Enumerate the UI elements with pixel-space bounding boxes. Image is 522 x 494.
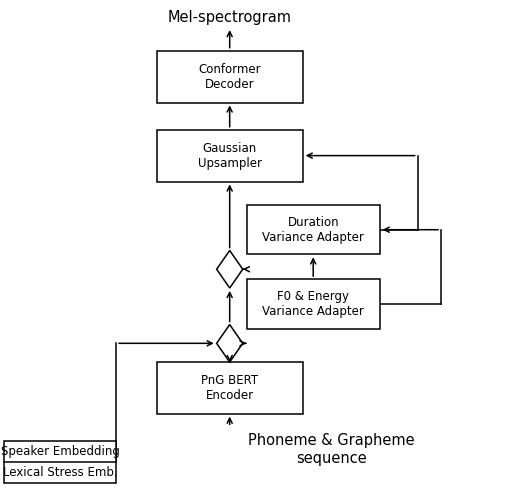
Text: Phoneme & Grapheme
sequence: Phoneme & Grapheme sequence — [248, 433, 415, 466]
Text: F0 & Energy
Variance Adapter: F0 & Energy Variance Adapter — [262, 290, 364, 318]
FancyBboxPatch shape — [157, 51, 303, 103]
FancyBboxPatch shape — [246, 279, 379, 329]
Text: Gaussian
Upsampler: Gaussian Upsampler — [198, 142, 262, 169]
Polygon shape — [217, 325, 243, 362]
FancyBboxPatch shape — [4, 441, 116, 483]
FancyBboxPatch shape — [157, 362, 303, 414]
Text: Conformer
Decoder: Conformer Decoder — [198, 63, 261, 90]
Text: Lexical Stress Emb.: Lexical Stress Emb. — [3, 466, 117, 479]
Polygon shape — [217, 250, 243, 288]
Text: Duration
Variance Adapter: Duration Variance Adapter — [262, 216, 364, 244]
Text: Mel-spectrogram: Mel-spectrogram — [168, 10, 292, 25]
FancyBboxPatch shape — [157, 130, 303, 182]
Text: Speaker Embedding: Speaker Embedding — [1, 445, 120, 458]
FancyBboxPatch shape — [246, 205, 379, 254]
Text: PnG BERT
Encoder: PnG BERT Encoder — [201, 374, 258, 402]
